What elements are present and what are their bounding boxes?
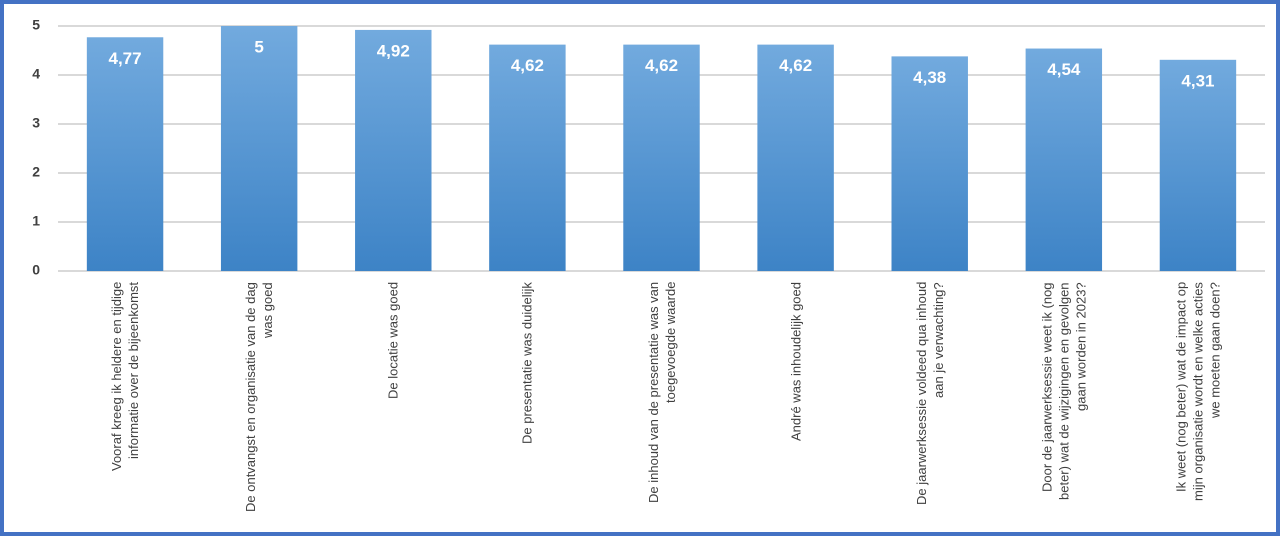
- x-tick-label: De locatie was goed: [385, 282, 401, 400]
- x-tick-label: De inhoud van de presentatie was van toe…: [645, 282, 678, 504]
- x-tick-label: Door de jaarwerksessie weet ik (nog bete…: [1039, 282, 1089, 500]
- y-tick-label: 0: [32, 262, 40, 278]
- bar: [757, 44, 834, 272]
- bar: [1159, 59, 1237, 272]
- bar: [1025, 48, 1103, 271]
- data-label: 4,38: [913, 68, 946, 87]
- bar: [891, 56, 968, 271]
- x-tick-label: De ontvangst en organisatie van de dag w…: [243, 282, 276, 512]
- y-tick-label: 5: [32, 17, 40, 33]
- chart: 0 1 2 3 4 5 4,77 5 4,92 4,62 4,62 4,62 4,38 4,54 4,31: [32, 17, 1265, 278]
- y-tick-label: 4: [32, 66, 40, 82]
- data-label: 4,54: [1047, 60, 1081, 79]
- data-label: 4,77: [109, 49, 142, 68]
- x-tick-label: De presentatie was duidelijk: [519, 282, 535, 444]
- x-tick-label: André was inhoudelijk goed: [788, 282, 804, 441]
- data-label: 4,62: [779, 56, 812, 75]
- x-tick-label: Ik weet (nog beter) wat de impact op mij…: [1173, 282, 1223, 501]
- bar: [623, 44, 700, 272]
- data-label: 4,92: [377, 41, 410, 60]
- data-label: 4,31: [1181, 71, 1214, 90]
- y-tick-label: 2: [32, 164, 40, 180]
- y-tick-label: 1: [32, 213, 40, 229]
- y-tick-label: 3: [32, 115, 40, 131]
- bar: [489, 44, 566, 272]
- x-tick-label: Vooraf kreeg ik heldere en tijdige infor…: [109, 282, 142, 472]
- x-tick-label: De jaarwerksessie voldeed qua inhoud aan…: [913, 282, 946, 506]
- bar: [86, 37, 164, 271]
- data-label: 5: [254, 37, 263, 56]
- data-label: 4,62: [511, 56, 544, 75]
- bar: [355, 29, 432, 272]
- data-label: 4,62: [645, 56, 678, 75]
- bar: [220, 26, 298, 271]
